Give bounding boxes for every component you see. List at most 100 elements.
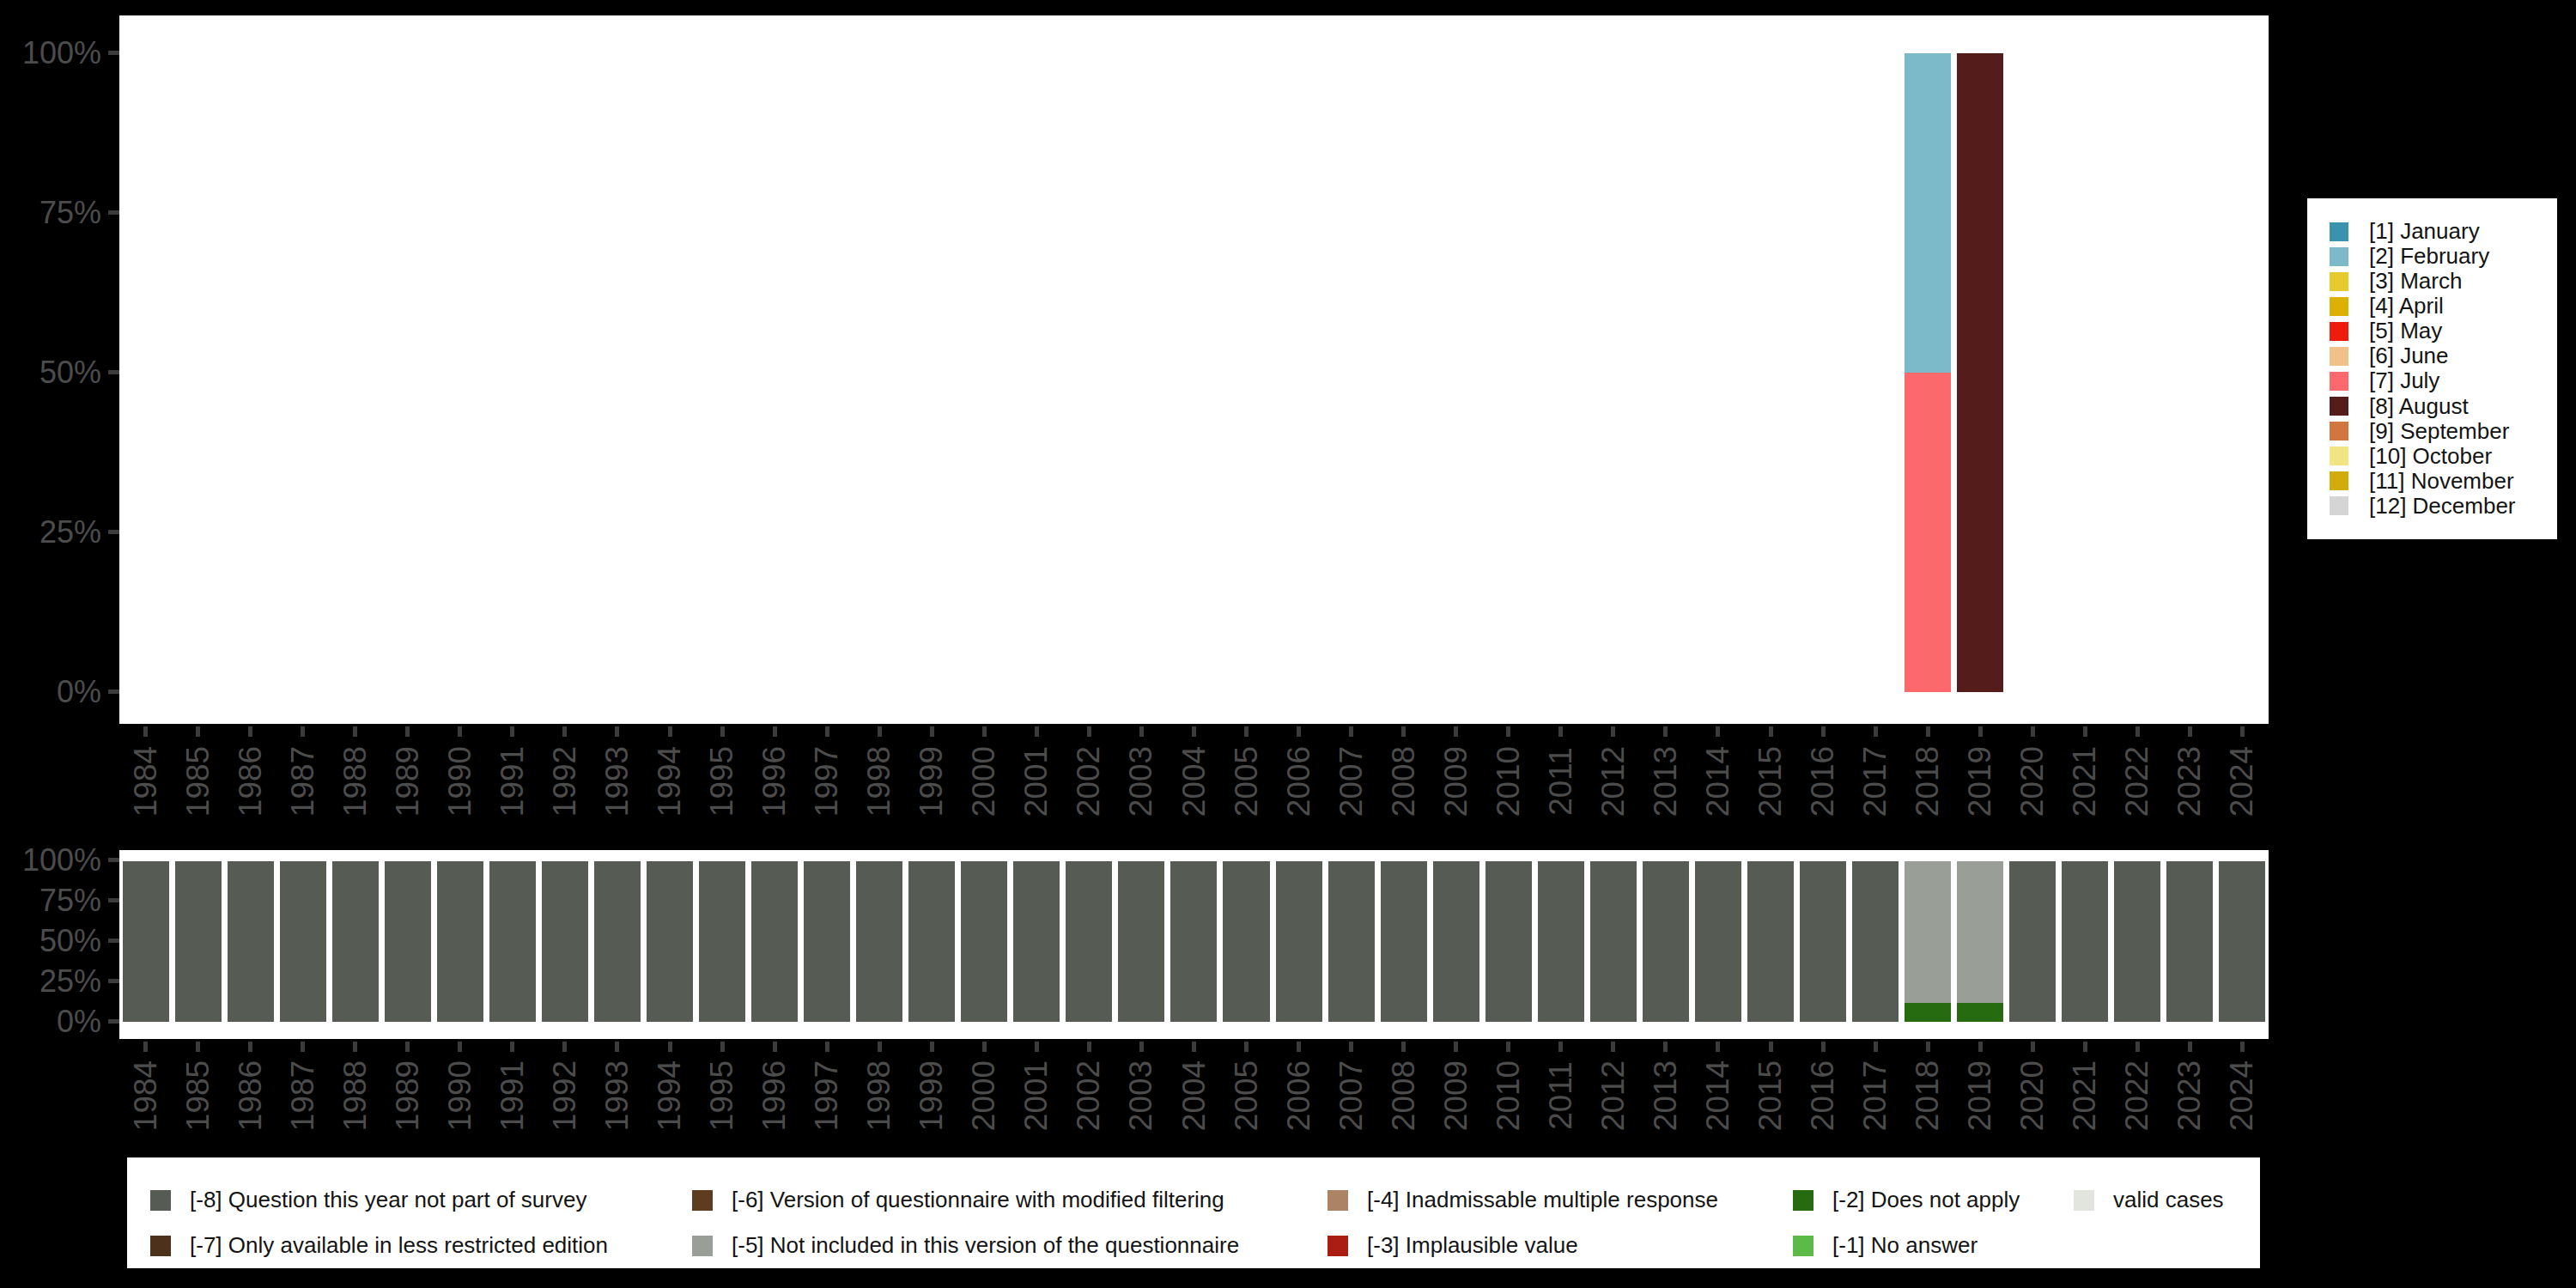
legend-item-label: [2] February	[2369, 243, 2489, 270]
bar-segment	[1800, 861, 1846, 1022]
legend-swatch	[2330, 347, 2348, 366]
bar-segment	[1590, 861, 1637, 1022]
bar-column-1989	[381, 53, 434, 692]
x-axis-tick-label: 2010	[1491, 746, 1527, 817]
y-axis-tick	[108, 979, 119, 983]
x-axis-tick-label: 1995	[704, 746, 740, 817]
y-axis-tick	[108, 530, 119, 534]
bar-segment	[961, 861, 1007, 1022]
bar-column-2010	[1482, 861, 1534, 1022]
x-axis-tick	[930, 726, 934, 737]
x-axis-tick-label: 2019	[1962, 746, 1998, 817]
legend-swatch	[1793, 1236, 1814, 1256]
legend-item: [5] May	[2330, 319, 2557, 343]
bar-column-1988	[329, 861, 381, 1022]
x-axis-tick	[1716, 1042, 1720, 1052]
bar-column-1985	[172, 861, 224, 1022]
x-axis-tick-label: 2000	[966, 1060, 1002, 1131]
x-axis-tick	[2083, 726, 2087, 737]
x-axis-tick	[615, 726, 619, 737]
x-axis-tick-label: 2006	[1281, 746, 1317, 817]
x-axis-tick	[562, 1042, 567, 1052]
bar-column-2020	[2007, 861, 2059, 1022]
bar-column-2006	[1273, 861, 1325, 1022]
month-distribution-plot-area	[119, 15, 2269, 724]
bar-segment	[385, 861, 431, 1022]
y-axis-tick	[108, 898, 119, 902]
legend-item: [-3] Implausible value	[1327, 1232, 1793, 1259]
bar-column-1999	[906, 53, 958, 692]
bar-segment	[1381, 861, 1427, 1022]
x-axis-tick	[1454, 726, 1458, 737]
bar-segment	[2114, 861, 2160, 1022]
x-axis-tick-label: 1988	[337, 1060, 374, 1131]
x-axis-tick	[1244, 726, 1249, 737]
bar-column-1987	[276, 53, 329, 692]
bar-column-1989	[381, 861, 434, 1022]
x-axis-tick	[405, 726, 410, 737]
x-axis-tick	[1349, 1042, 1353, 1052]
missing-values-legend: [-8] Question this year not part of surv…	[127, 1157, 2260, 1268]
bar-column-1999	[906, 861, 958, 1022]
x-axis-tick-label: 2024	[2224, 1060, 2260, 1131]
legend-swatch	[150, 1190, 171, 1211]
legend-item: [7] July	[2330, 368, 2557, 393]
x-axis-tick	[1611, 1042, 1615, 1052]
legend-item-label: [-7] Only available in less restricted e…	[190, 1232, 608, 1259]
bar-column-2003	[1115, 861, 1168, 1022]
bar-segment	[542, 861, 588, 1022]
bar-column-2002	[1063, 53, 1115, 692]
bar-segment	[1013, 861, 1060, 1022]
y-axis-tick-label: 100%	[0, 37, 101, 70]
x-axis-tick	[1611, 726, 1615, 737]
x-axis-tick	[982, 726, 987, 737]
x-axis-tick	[1035, 1042, 1039, 1052]
x-axis-tick-label: 1997	[809, 746, 845, 817]
x-axis-tick	[1349, 726, 1353, 737]
legend-item: [-8] Question this year not part of surv…	[150, 1187, 692, 1213]
bar-segment	[1905, 861, 1951, 1003]
x-axis-tick	[196, 726, 200, 737]
bar-column-2008	[1377, 861, 1430, 1022]
bar-column-2010	[1482, 53, 1534, 692]
bar-column-1994	[643, 53, 696, 692]
bar-column-2019	[1954, 861, 2007, 1022]
y-axis-tick	[108, 939, 119, 943]
bar-segment	[594, 861, 641, 1022]
x-axis-tick-label: 2023	[2172, 746, 2208, 817]
x-axis-tick-label: 1984	[128, 1060, 164, 1131]
x-axis-tick-label: 1990	[442, 1060, 478, 1131]
legend-item-label: [-2] Does not apply	[1832, 1187, 2020, 1213]
legend-item-label: [11] November	[2369, 468, 2514, 495]
legend-swatch	[2330, 222, 2348, 241]
bar-segment	[1905, 1003, 1951, 1022]
bar-column-1998	[854, 53, 906, 692]
bar-column-1997	[801, 53, 854, 692]
bar-column-2021	[2059, 861, 2111, 1022]
x-axis-tick-label: 1995	[704, 1060, 740, 1131]
x-axis-tick	[562, 726, 567, 737]
x-axis-tick	[2136, 1042, 2140, 1052]
x-axis-tick	[773, 1042, 777, 1052]
bar-column-2017	[1850, 53, 1902, 692]
bar-segment	[1118, 861, 1164, 1022]
bar-column-1997	[801, 861, 854, 1022]
x-axis-tick-label: 2021	[2067, 746, 2103, 817]
x-axis-tick	[405, 1042, 410, 1052]
bar-column-2003	[1115, 53, 1168, 692]
y-axis-tick	[108, 210, 119, 215]
bar-column-1986	[224, 53, 276, 692]
x-axis-tick	[720, 726, 725, 737]
bar-column-1987	[276, 861, 329, 1022]
bar-column-2023	[2164, 861, 2216, 1022]
bar-column-2015	[1744, 861, 1796, 1022]
legend-item-label: [9] September	[2369, 418, 2509, 445]
bar-segment	[804, 861, 850, 1022]
x-axis-tick-label: 2011	[1543, 1061, 1579, 1130]
x-axis-tick-label: 2019	[1962, 1060, 1998, 1131]
x-axis-tick-label: 2013	[1648, 746, 1684, 817]
legend-item: [4] April	[2330, 294, 2557, 319]
x-axis-tick	[720, 1042, 725, 1052]
x-axis-tick-label: 2012	[1595, 1060, 1631, 1131]
x-axis-tick-label: 2022	[2119, 1060, 2155, 1131]
